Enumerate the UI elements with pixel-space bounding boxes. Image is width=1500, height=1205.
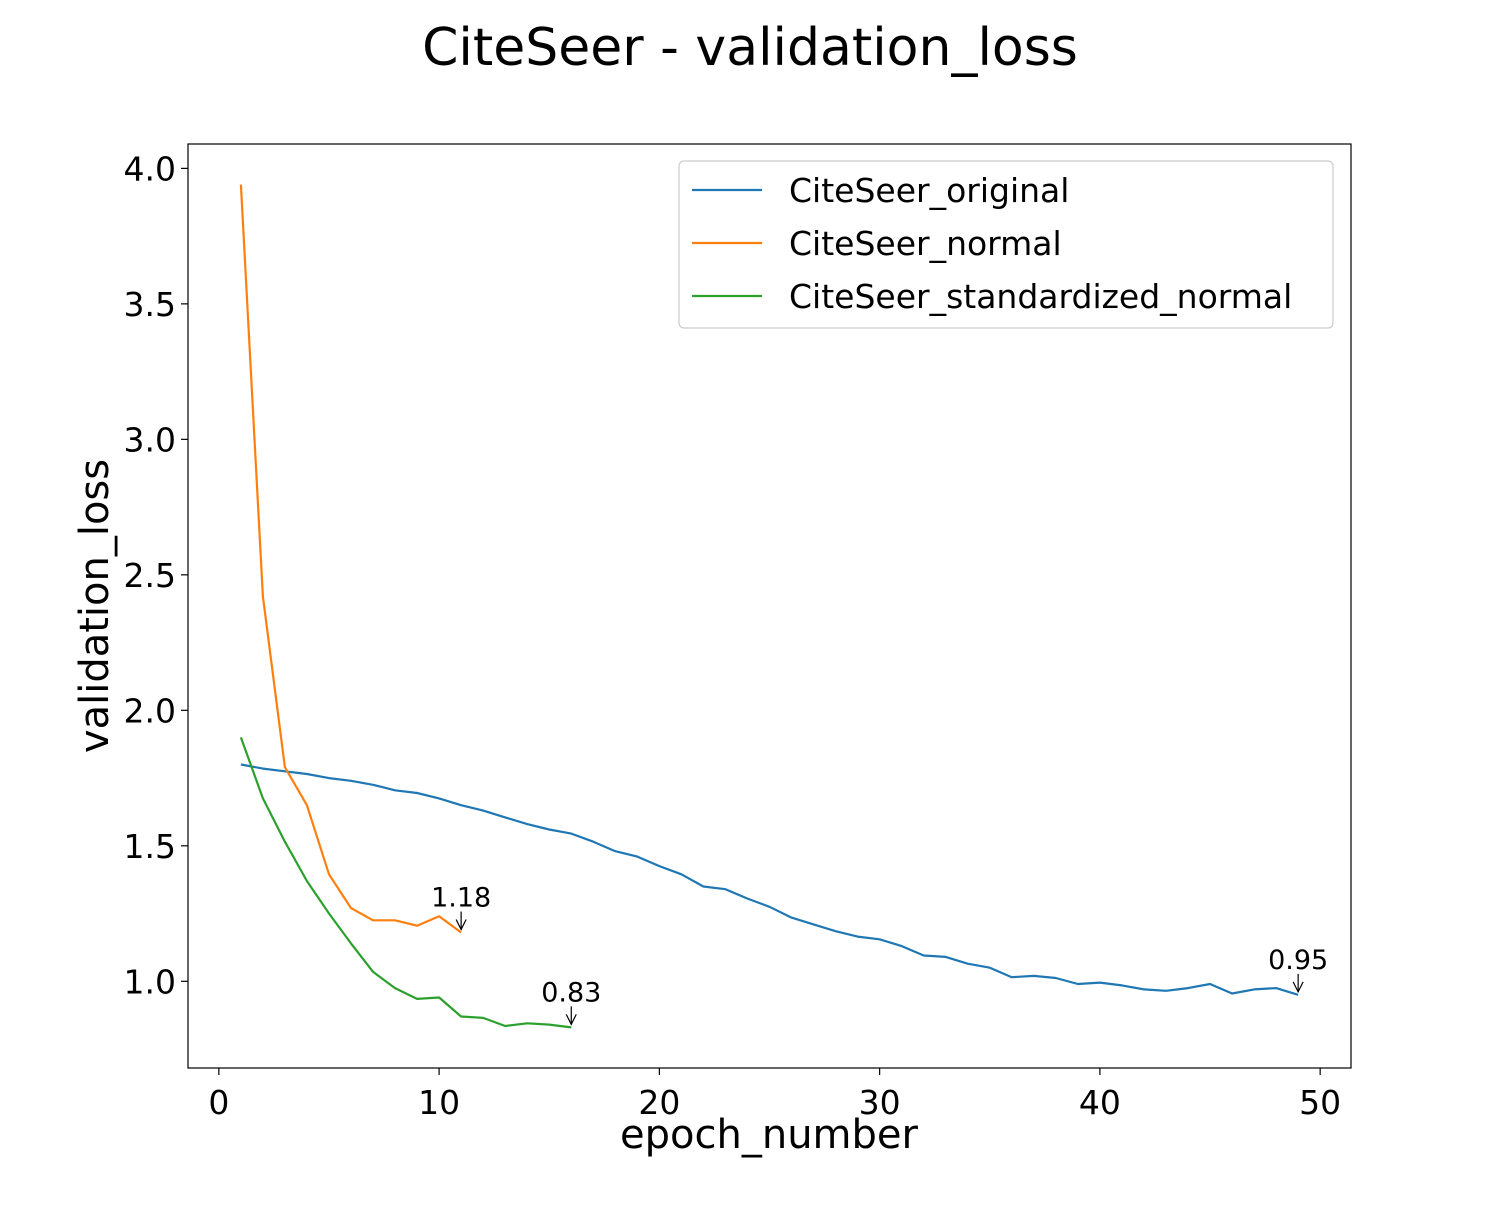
annotation-label: 1.18 — [431, 883, 491, 914]
y-tick-label: 4.0 — [124, 149, 176, 188]
end-value-annotations: 0.95 1.18 0.83 — [431, 883, 1328, 1026]
legend-label: CiteSeer_normal — [789, 224, 1062, 263]
y-axis-label: validation_loss — [72, 459, 118, 753]
x-tick-label: 50 — [1299, 1083, 1341, 1122]
x-tick-label: 20 — [638, 1083, 680, 1122]
legend-box — [678, 160, 1334, 329]
y-tick-label: 1.0 — [124, 962, 176, 1001]
series-line-citeseer-original — [240, 763, 1299, 996]
y-axis-ticks: 1.0 1.5 2.0 2.5 3.0 3.5 4.0 — [124, 149, 188, 1001]
annotation-arrowhead — [1292, 981, 1304, 994]
series-lines — [239, 184, 1299, 1029]
y-tick-label: 1.5 — [124, 827, 176, 866]
annotation-label: 0.83 — [541, 977, 601, 1008]
y-tick-label: 2.5 — [124, 556, 176, 595]
y-tick-label: 3.5 — [124, 285, 176, 324]
plot-area — [187, 143, 1352, 1069]
legend: CiteSeer_original CiteSeer_normal CiteSeer… — [678, 160, 1334, 329]
x-tick-label: 40 — [1079, 1083, 1121, 1122]
series-line-citeseer-standardized-normal — [239, 737, 572, 1029]
annotation-label: 0.95 — [1268, 945, 1328, 976]
x-tick-label: 0 — [208, 1083, 229, 1122]
annotation-arrowhead — [565, 1014, 577, 1026]
y-tick-label: 2.0 — [124, 691, 176, 730]
x-tick-label: 10 — [418, 1083, 460, 1122]
x-axis-ticks: 0 10 20 30 40 50 — [208, 1068, 1341, 1122]
x-axis-label: epoch_number — [620, 1112, 918, 1158]
series-line-citeseer-normal — [239, 184, 462, 934]
y-tick-label: 3.0 — [124, 420, 176, 459]
legend-label: CiteSeer_standardized_normal — [789, 277, 1292, 316]
chart-title: CiteSeer - validation_loss — [422, 18, 1078, 78]
x-tick-label: 30 — [859, 1083, 901, 1122]
legend-label: CiteSeer_original — [789, 171, 1069, 210]
annotation-arrowhead — [455, 919, 467, 931]
